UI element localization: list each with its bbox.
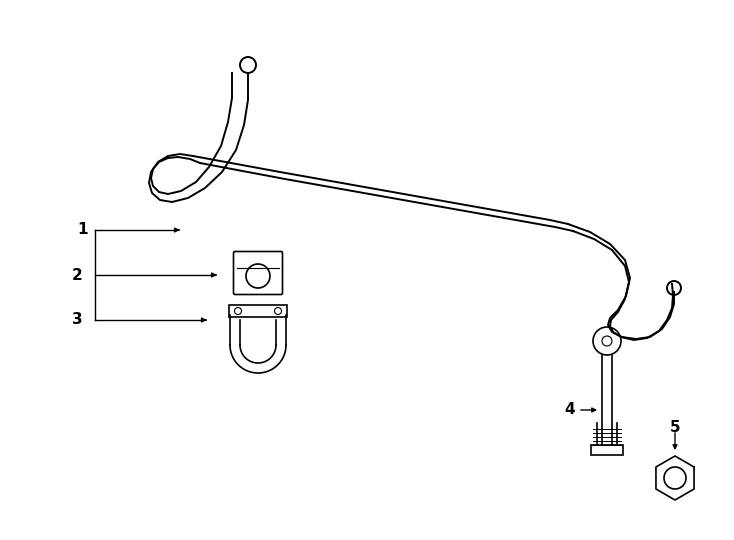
Bar — [591, 445, 623, 455]
Text: 2: 2 — [72, 267, 82, 282]
Text: 4: 4 — [564, 402, 575, 417]
Bar — [229, 305, 287, 317]
Text: 3: 3 — [72, 313, 82, 327]
Text: 1: 1 — [78, 222, 88, 238]
Text: 5: 5 — [669, 421, 680, 435]
